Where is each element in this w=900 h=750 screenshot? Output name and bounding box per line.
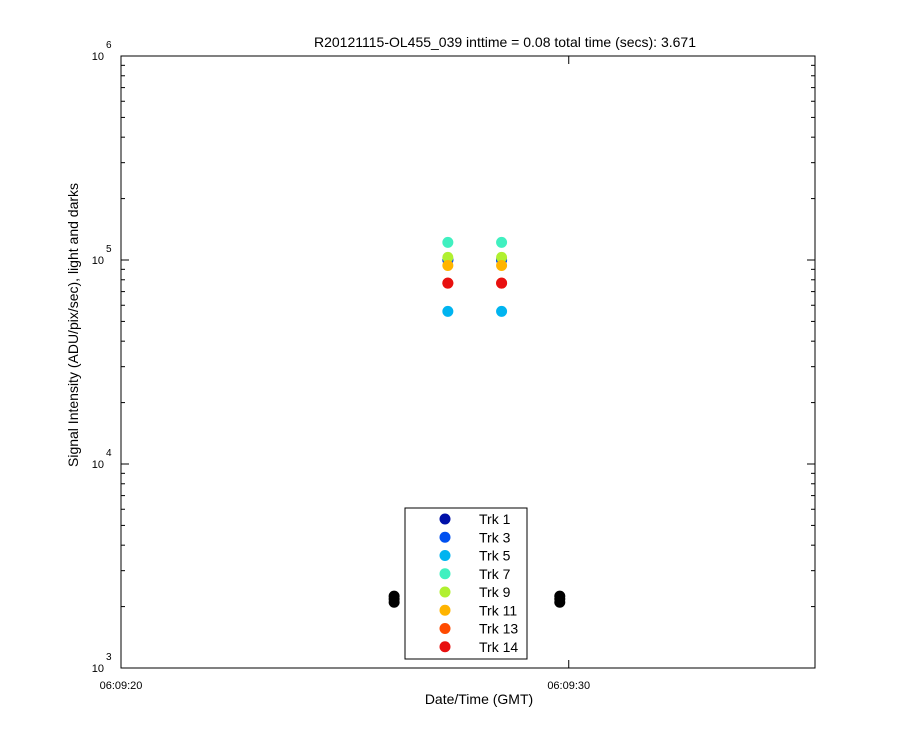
legend-label: Trk 1 xyxy=(479,511,511,527)
legend-label: Trk 11 xyxy=(479,602,517,618)
legend-label: Trk 5 xyxy=(479,548,511,564)
legend-label: Trk 7 xyxy=(479,566,511,582)
legend-label: Trk 14 xyxy=(479,639,518,655)
y-tick-exponent: 3 xyxy=(106,652,112,663)
y-tick-label: 10 xyxy=(92,255,104,267)
plot-area-frame xyxy=(120,55,816,669)
data-points xyxy=(388,236,566,608)
legend-marker xyxy=(439,623,451,634)
data-point xyxy=(442,277,454,289)
legend-marker xyxy=(439,586,451,598)
y-tick-exponent: 6 xyxy=(106,40,112,51)
legend-marker xyxy=(439,513,451,525)
data-point xyxy=(442,236,454,248)
x-tick-label: 06:09:30 xyxy=(547,680,590,692)
legend-box xyxy=(404,507,528,660)
legend-marker xyxy=(439,604,451,616)
data-point xyxy=(496,236,508,248)
y-tick-exponent: 4 xyxy=(106,448,112,459)
data-point xyxy=(496,259,508,271)
data-point xyxy=(496,277,508,289)
y-axis-label: Signal Intensity (ADU/pix/sec), light an… xyxy=(65,183,81,467)
legend-label: Trk 13 xyxy=(479,621,518,637)
data-point xyxy=(496,305,508,317)
dark-data-point xyxy=(554,590,566,602)
legend-marker xyxy=(439,641,451,653)
chart-title: R20121115-OL455_039 inttime = 0.08 total… xyxy=(314,34,696,50)
legend-label: Trk 9 xyxy=(479,584,511,600)
data-point xyxy=(442,259,454,271)
y-tick-exponent: 5 xyxy=(106,244,112,255)
legend-marker xyxy=(439,531,451,543)
x-axis: 06:09:20 06:09:30 xyxy=(100,56,590,692)
data-point xyxy=(496,251,508,263)
legend-marker xyxy=(439,550,451,561)
legend-label: Trk 3 xyxy=(479,529,511,545)
y-tick-label: 10 xyxy=(92,51,104,63)
y-tick-label: 10 xyxy=(92,663,104,675)
y-tick-label: 10 xyxy=(92,459,104,471)
data-point xyxy=(442,305,454,317)
legend: Trk 1 Trk 3 Trk 5 Trk 7 Trk 9 Trk 11 Trk 13 Trk… xyxy=(404,507,528,660)
legend-marker xyxy=(439,568,451,580)
x-tick-label: 06:09:20 xyxy=(100,680,143,692)
dark-data-point xyxy=(388,590,400,602)
x-axis-label: Date/Time (GMT) xyxy=(425,691,533,707)
data-point xyxy=(442,251,454,263)
